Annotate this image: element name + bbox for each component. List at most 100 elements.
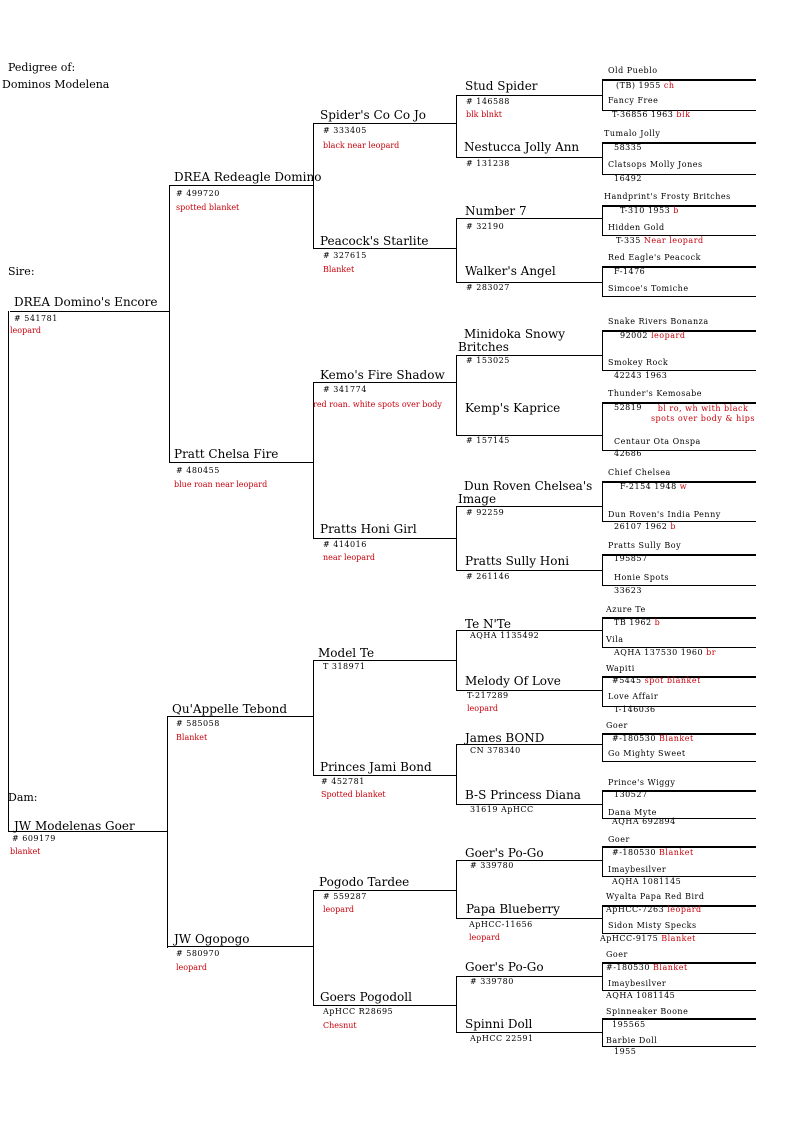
gen5-17-reg: TB 1962	[614, 618, 652, 627]
gen5-28-name: Sidon Misty Specks	[608, 921, 697, 930]
gen5-10-name: Smokey Rock	[608, 358, 669, 367]
gen5-16-name: Honie Spots	[614, 573, 670, 582]
gen4-6-name: Kemp's Kaprice	[465, 401, 561, 415]
gen2-3-color: Blanket	[176, 733, 208, 742]
gen5-2-reg: T-36856 1963	[612, 110, 674, 119]
gen4-5-name: Minidoka Snowy Britches	[458, 327, 566, 354]
gen5-19-color: spot blanket	[644, 676, 701, 685]
gen4-4-reg: # 283027	[466, 283, 510, 292]
gen4-3-reg: # 32190	[466, 222, 505, 231]
gen3-7-color: leopard	[323, 905, 354, 914]
gen4-2-name: Nestucca Jolly Ann	[464, 140, 580, 154]
gen3-1-reg: # 333405	[323, 126, 367, 135]
gen4-7-name: Dun Roven Chelsea's Image	[458, 479, 593, 506]
gen5-30-reg: AQHA 1081145	[606, 991, 676, 1000]
gen4-3-name: Number 7	[465, 204, 527, 218]
gen5-7-name: Red Eagle's Peacock	[608, 253, 701, 262]
gen4-5-reg: # 153025	[466, 356, 510, 365]
sire-name: DREA Domino's Encore	[14, 295, 158, 309]
gen4-16-reg: ApHCC 22591	[470, 1034, 534, 1043]
gen5-14-color: b	[670, 522, 677, 531]
gen3-3-name: Kemo's Fire Shadow	[320, 368, 445, 382]
gen5-30-name: Imaybesilver	[608, 979, 667, 988]
title-line-1: Pedigree of:	[8, 61, 76, 74]
sire-reg: # 541781	[14, 314, 58, 323]
gen5-14-reg: 26107 1962	[614, 522, 668, 531]
gen4-8-name: Pratts Sully Honi	[465, 554, 570, 568]
gen3-7-reg: # 559287	[323, 892, 367, 901]
gen4-14-name: Papa Blueberry	[466, 902, 560, 916]
gen2-3-name: Qu'Appelle Tebond	[172, 702, 288, 716]
gen5-31-name: Spinneaker Boone	[606, 1007, 689, 1016]
gen4-9-reg: AQHA 1135492	[470, 631, 540, 640]
gen5-29-reg: #-180530	[606, 963, 650, 972]
gen5-7-reg: F-1476	[614, 267, 646, 276]
gen4-10-color: leopard	[467, 704, 498, 713]
gen4-1-reg: # 146588	[466, 97, 510, 106]
gen5-23-name: Prince's Wiggy	[608, 778, 676, 787]
gen5-29-color: Blanket	[653, 963, 688, 972]
gen5-1-color: ch	[663, 81, 675, 90]
gen5-13-color: w	[679, 482, 688, 491]
gen4-15-name: Goer's Po-Go	[465, 960, 544, 974]
gen2-4-name: JW Ogopogo	[174, 932, 250, 946]
gen5-32-reg: 1955	[614, 1047, 637, 1056]
gen5-24-name: Dana Myte	[608, 808, 657, 817]
gen5-1-name: Old Pueblo	[608, 66, 658, 75]
gen4-1-name: Stud Spider	[465, 79, 538, 93]
gen5-28-reg: ApHCC-9175	[600, 934, 659, 943]
gen5-11-color: bl ro, wh with black spots over body & h…	[650, 404, 756, 423]
gen5-2-name: Fancy Free	[608, 96, 659, 105]
gen4-13-reg: # 339780	[470, 861, 514, 870]
gen3-8-color: Chesnut	[323, 1021, 357, 1030]
gen3-6-reg: # 452781	[321, 777, 365, 786]
dam-color: blanket	[10, 847, 41, 856]
gen5-25-color: Blanket	[659, 848, 694, 857]
gen5-19-name: Wapiti	[606, 664, 635, 673]
gen5-1-reg: (TB) 1955	[616, 81, 661, 90]
gen4-10-reg: T-217289	[467, 691, 509, 700]
dam-reg: # 609179	[12, 834, 56, 843]
gen5-13-name: Chief Chelsea	[608, 468, 671, 477]
gen3-4-color: near leopard	[323, 553, 375, 562]
gen5-18-name: Vila	[606, 635, 624, 644]
gen5-5-name: Handprint's Frosty Britches	[604, 192, 731, 201]
gen2-2-color: blue roan near leopard	[174, 480, 268, 489]
gen5-29-name: Goer	[606, 950, 628, 959]
gen5-3-name: Tumalo Jolly	[604, 129, 661, 138]
gen5-21-name: Goer	[606, 721, 628, 730]
gen5-26-reg: AQHA 1081145	[612, 877, 682, 886]
gen5-27-color: leopard	[667, 905, 702, 914]
gen3-3-reg: # 341774	[323, 385, 367, 394]
gen5-8-name: Simcoe's Tomiche	[608, 284, 689, 293]
gen2-1-color: spotted blanket	[176, 203, 240, 212]
gen3-1-color: black near leopard	[323, 141, 400, 150]
gen4-11-reg: CN 378340	[470, 746, 521, 755]
gen4-16-name: Spinni Doll	[465, 1017, 533, 1031]
gen5-6-reg: T-335	[616, 236, 641, 245]
gen4-1-color: blk blnkt	[466, 110, 502, 119]
gen5-15-name: Pratts Sully Boy	[608, 541, 682, 550]
gen5-28-color: Blanket	[661, 934, 696, 943]
gen4-4-name: Walker's Angel	[465, 264, 556, 278]
gen5-11-name: Thunder's Kemosabe	[608, 389, 702, 398]
gen4-14-reg: ApHCC-11656	[469, 920, 533, 929]
gen5-32-name: Barbie Doll	[606, 1036, 658, 1045]
gen3-7-name: Pogodo Tardee	[319, 875, 410, 889]
gen5-20-name: Love Affair	[608, 692, 659, 701]
gen5-6-name: Hidden Gold	[608, 223, 665, 232]
gen3-8-name: Goers Pogodoll	[320, 990, 412, 1004]
gen5-9-reg: 92002	[620, 331, 648, 340]
gen5-16-reg: 33623	[614, 586, 642, 595]
gen4-8-reg: # 261146	[466, 572, 510, 581]
gen5-17-color: b	[654, 618, 661, 627]
gen5-26-name: Imaybesilver	[608, 865, 667, 874]
title-line-2: Dominos Modelena	[2, 78, 110, 91]
gen5-24-reg: AQHA 692894	[612, 817, 676, 826]
gen5-4-reg: 16492	[614, 174, 642, 183]
gen5-21-color: Blanket	[659, 734, 694, 743]
gen5-23-reg: 130527	[614, 790, 648, 799]
gen5-12-name: Centaur Ota Onspa	[614, 437, 701, 446]
gen5-25-reg: #-180530	[612, 848, 656, 857]
